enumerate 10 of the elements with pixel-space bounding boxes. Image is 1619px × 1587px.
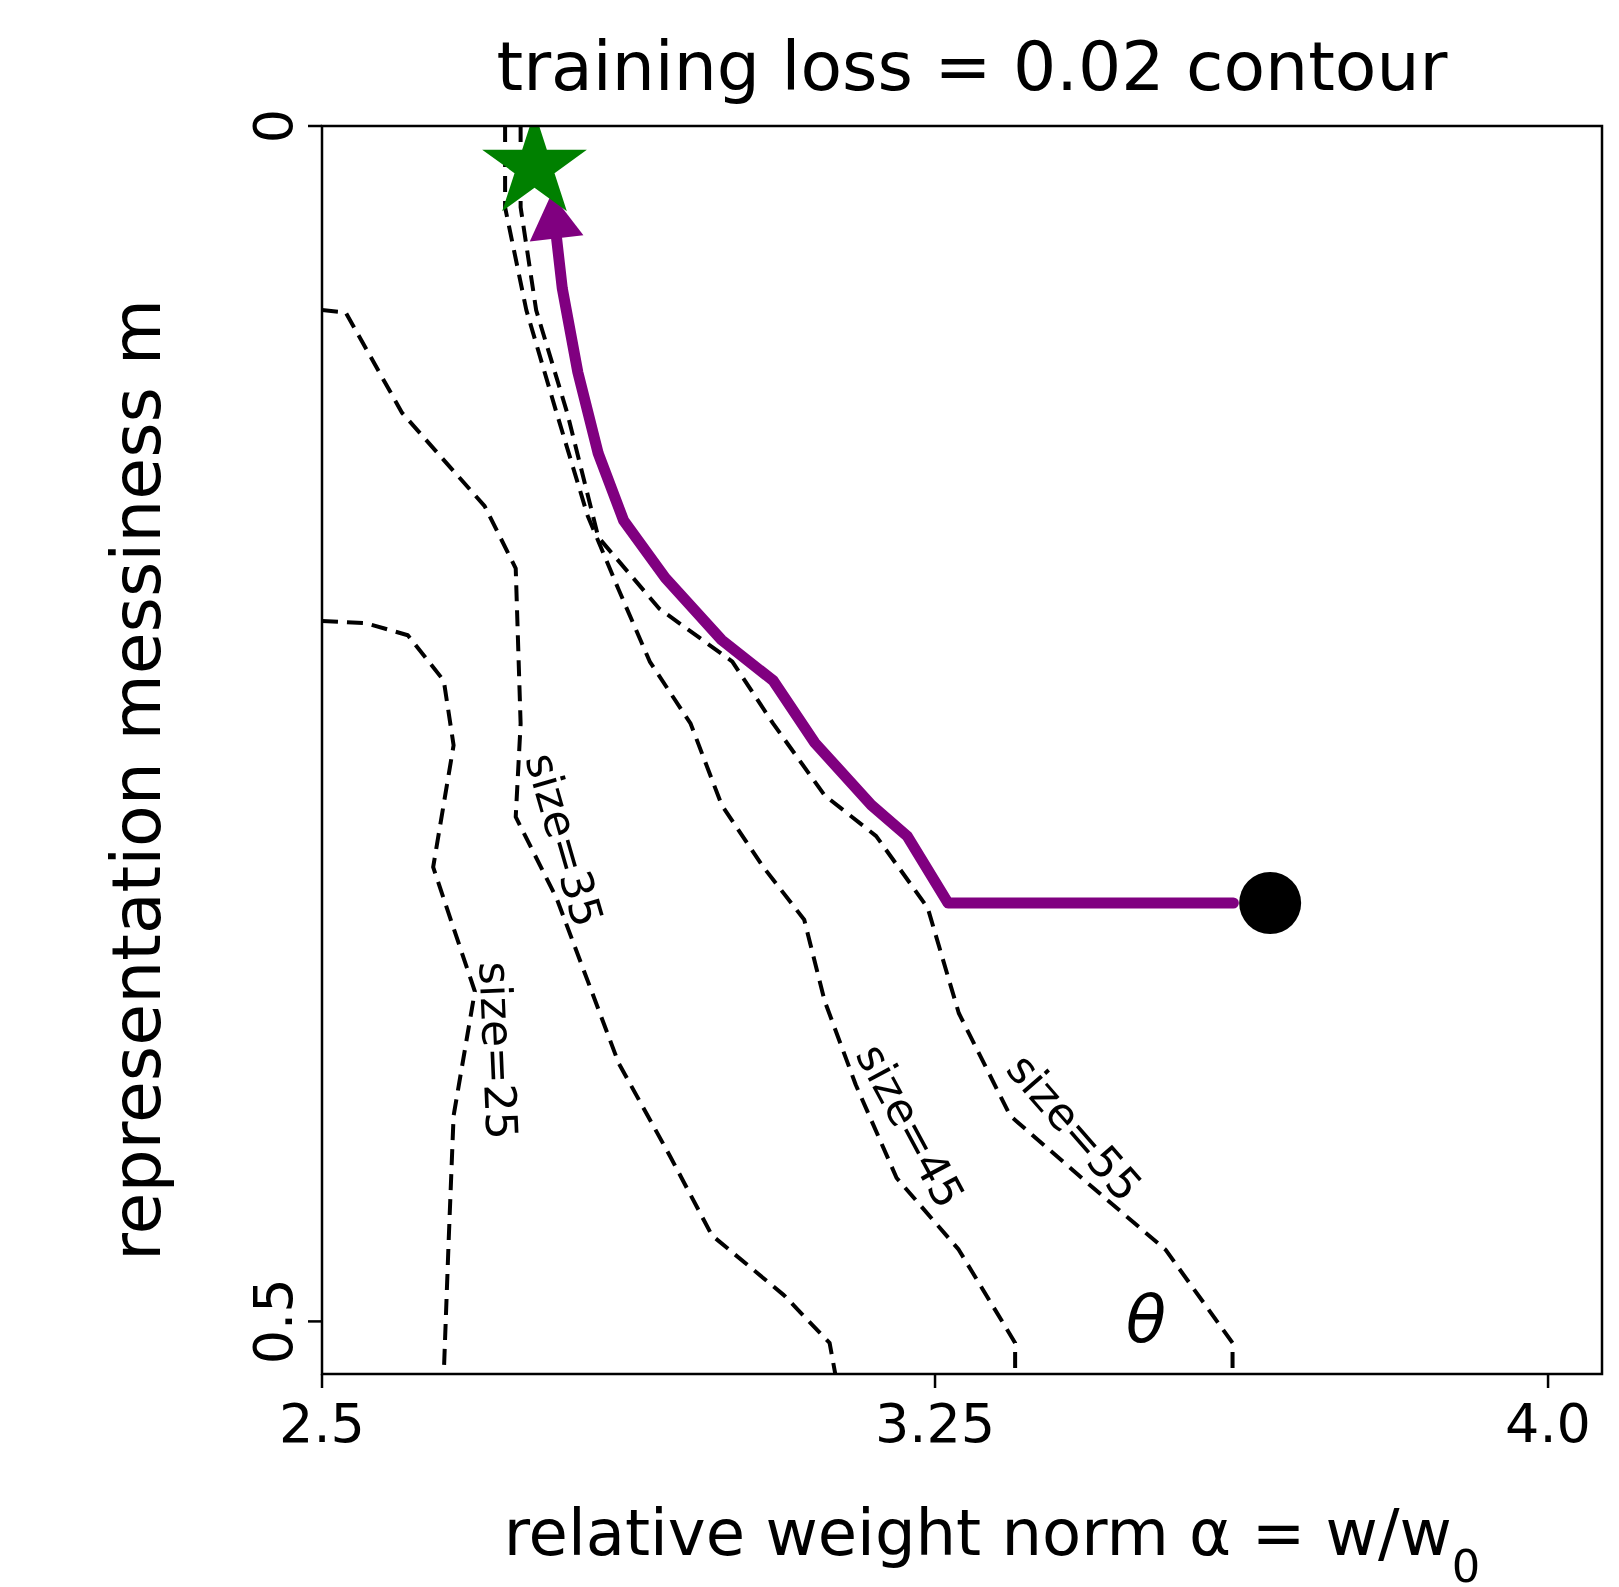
x-axis-title: relative weight norm α = w/w$_{0}$ <box>503 1496 1481 1587</box>
x-tick-label: 3.25 <box>874 1392 996 1455</box>
y-tick-label: 0.5 <box>242 1278 305 1365</box>
chart-title: training loss = 0.02 contour <box>496 27 1448 106</box>
y-axis-title: representation messiness m <box>97 299 176 1261</box>
annotation: θ <box>1125 1281 1167 1358</box>
x-tick-label: 2.5 <box>279 1392 365 1455</box>
text: size=25 <box>469 960 528 1141</box>
x-tick-label: 4.0 <box>1505 1392 1591 1455</box>
y-tick-label: 0 <box>242 108 305 144</box>
